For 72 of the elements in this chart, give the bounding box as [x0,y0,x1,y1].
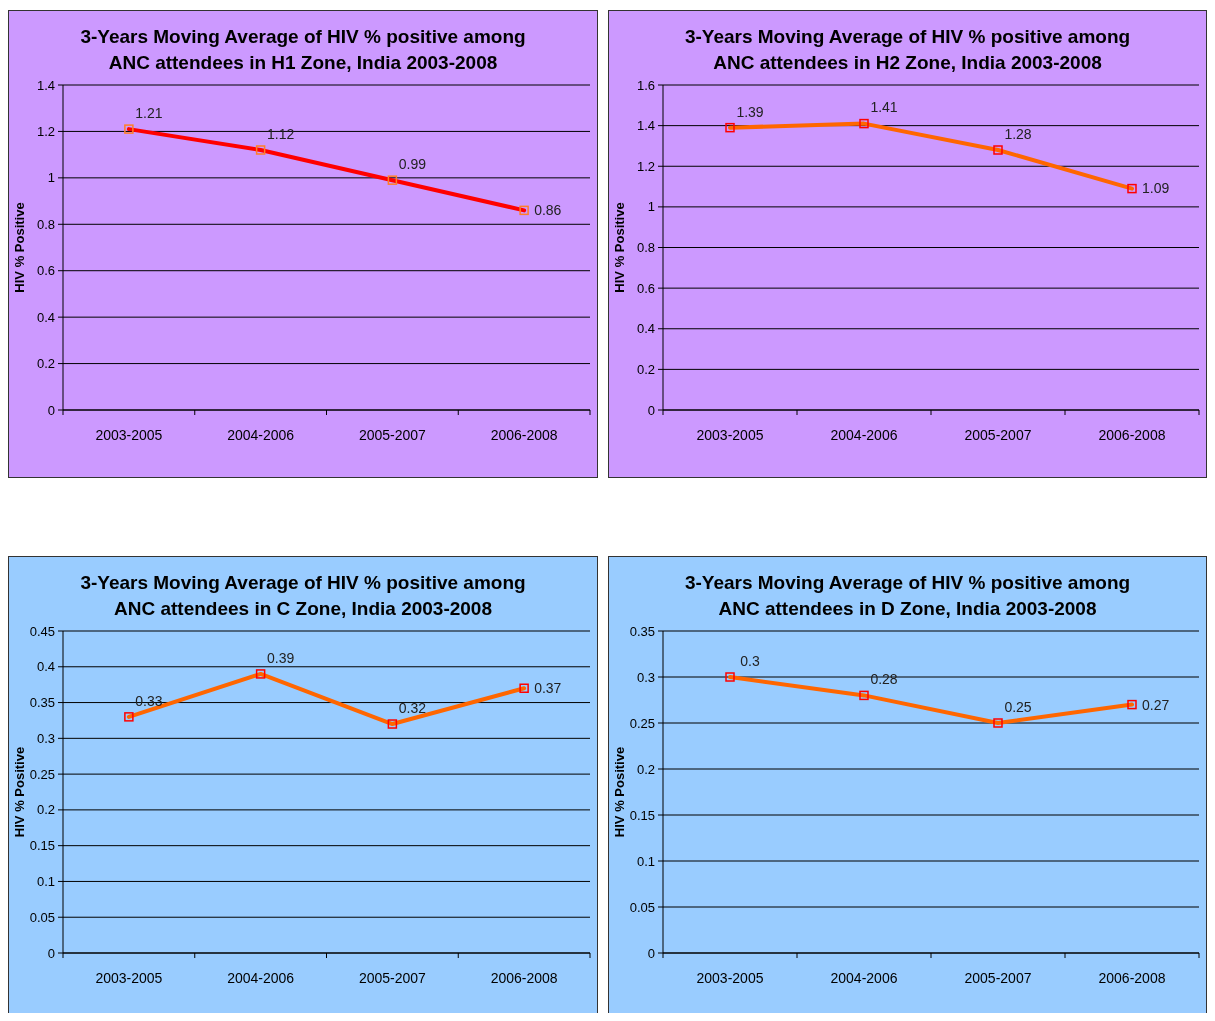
x-tick-label: 2003-2005 [95,427,163,443]
y-tick-label: 0.05 [29,909,55,925]
y-axis-title: HIV % Positive [612,746,627,838]
data-label: 0.99 [398,156,427,173]
y-tick-label: 0.4 [636,321,655,337]
chart-title: 3-Years Moving Average of HIV % positive among ANC attendees in C Zone, India 2003-2008 [80,572,526,619]
y-tick-label: 0.2 [36,802,55,818]
y-tick-label: 0.4 [36,659,55,675]
x-tick-label: 2003-2005 [696,427,764,443]
y-tick-label: 0.45 [29,623,55,639]
y-tick-label: 0.35 [629,623,655,639]
y-tick-label: 0.8 [36,216,55,232]
data-label: 0.25 [1004,698,1032,715]
y-tick-label: 0.35 [29,695,55,711]
y-tick-label: 1.6 [636,77,655,93]
x-tick-label: 2006-2008 [1098,970,1166,986]
data-label: 0.39 [267,649,295,666]
y-tick-label: 1.2 [36,123,55,139]
y-tick-label: 1.4 [636,118,655,134]
data-label: 0.3 [740,652,760,669]
data-label: 0.32 [398,699,427,716]
y-tick-label: 1.2 [636,158,655,174]
x-tick-label: 2005-2007 [358,970,427,986]
y-tick-label: 0 [47,945,55,961]
y-tick-label: 0.8 [636,240,655,256]
y-tick-label: 0.6 [36,263,55,279]
y-axis-title: HIV % Positive [12,746,27,838]
y-tick-label: 0 [647,402,655,418]
x-tick-label: 2006-2008 [490,970,558,986]
x-tick-label: 2004-2006 [227,970,295,986]
x-tick-label: 2005-2007 [964,970,1032,986]
y-tick-label: 0.15 [29,838,55,854]
data-label: 0.37 [534,680,562,697]
y-tick-label: 0.4 [36,309,55,325]
x-tick-label: 2005-2007 [964,427,1032,443]
x-tick-label: 2003-2005 [696,970,764,986]
chart-title: 3-Years Moving Average of HIV % positive among ANC attendees in H1 Zone, India 2003-2008 [80,26,526,73]
y-tick-label: 0.25 [629,715,655,731]
x-tick-label: 2005-2007 [358,427,427,443]
x-tick-label: 2006-2008 [1098,427,1166,443]
chart-title: 3-Years Moving Average of HIV % positive among ANC attendees in D Zone, India 2003-2008 [684,572,1131,619]
x-tick-label: 2004-2006 [227,427,295,443]
chart-title: 3-Years Moving Average of HIV % positive among ANC attendees in H2 Zone, India 2003-2008 [684,26,1131,73]
x-tick-label: 2003-2005 [95,970,163,986]
y-tick-label: 0.3 [636,669,655,685]
x-tick-label: 2004-2006 [830,970,898,986]
y-tick-label: 0.2 [636,761,655,777]
y-tick-label: 1 [647,199,655,215]
y-tick-label: 0.3 [36,730,55,746]
data-label: 0.86 [534,202,562,219]
y-axis-title: HIV % Positive [612,202,627,293]
y-axis-title: HIV % Positive [12,202,27,293]
y-tick-label: 0.2 [636,361,655,377]
y-tick-label: 0.25 [29,766,55,782]
data-label: 1.39 [736,103,764,120]
data-label: 1.28 [1004,125,1032,142]
y-tick-label: 0.05 [629,899,655,915]
x-tick-label: 2006-2008 [490,427,558,443]
y-tick-label: 0 [47,402,55,418]
data-label: 1.21 [135,105,163,122]
y-tick-label: 0.6 [636,280,655,296]
y-tick-label: 0.1 [636,853,655,869]
y-tick-label: 0.2 [36,356,55,372]
y-tick-label: 1 [47,170,55,186]
y-tick-label: 1.4 [36,77,55,93]
data-label: 0.27 [1142,696,1170,713]
y-tick-label: 0.1 [36,873,55,889]
data-label: 1.09 [1142,180,1170,197]
data-label: 1.41 [870,99,898,116]
y-tick-label: 0 [647,945,655,961]
x-tick-label: 2004-2006 [830,427,898,443]
y-tick-label: 0.15 [629,807,655,823]
